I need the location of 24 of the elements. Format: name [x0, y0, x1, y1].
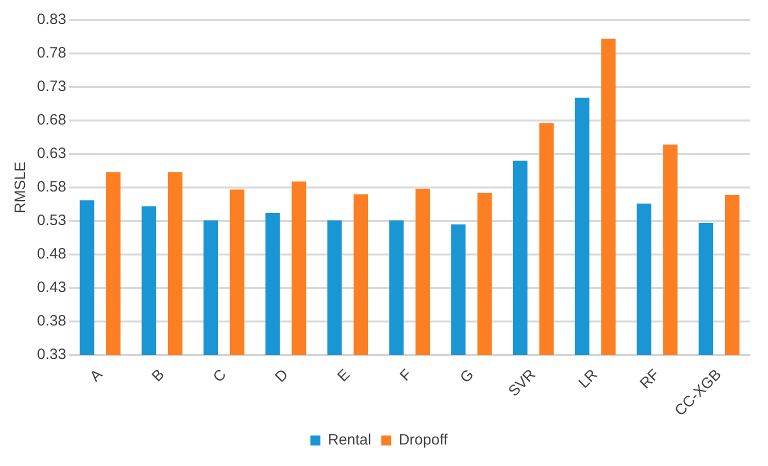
x-tick-label: B — [148, 366, 168, 386]
x-tick-label: RF — [636, 366, 663, 392]
y-tick-label: 0.53 — [36, 212, 66, 230]
y-tick-label: 0.83 — [36, 11, 66, 28]
x-tick-label: G — [456, 366, 478, 386]
y-tick-label: 0.58 — [36, 178, 66, 196]
y-tick-label: 0.63 — [36, 145, 66, 162]
y-tick-label: 0.73 — [36, 78, 66, 96]
x-tick-label: E — [334, 366, 354, 386]
x-tick-label: SVR — [505, 366, 540, 400]
y-tick-label: 0.38 — [36, 312, 66, 330]
y-tick-label: 0.78 — [36, 44, 66, 62]
legend-label: Dropoff — [398, 432, 448, 449]
x-tick-label: F — [396, 366, 416, 385]
x-tick-label: A — [86, 366, 106, 386]
x-tick-label: D — [272, 366, 292, 386]
x-tick-label: C — [210, 366, 230, 386]
y-tick-label: 0.33 — [36, 346, 66, 364]
y-tick-label: 0.68 — [36, 112, 66, 129]
y-tick-label: 0.43 — [36, 279, 66, 296]
y-tick-label: 0.48 — [36, 246, 66, 263]
y-axis-title: RMSLE — [12, 162, 30, 214]
x-tick-label: LR — [575, 366, 602, 392]
legend-label: Rental — [328, 432, 372, 449]
